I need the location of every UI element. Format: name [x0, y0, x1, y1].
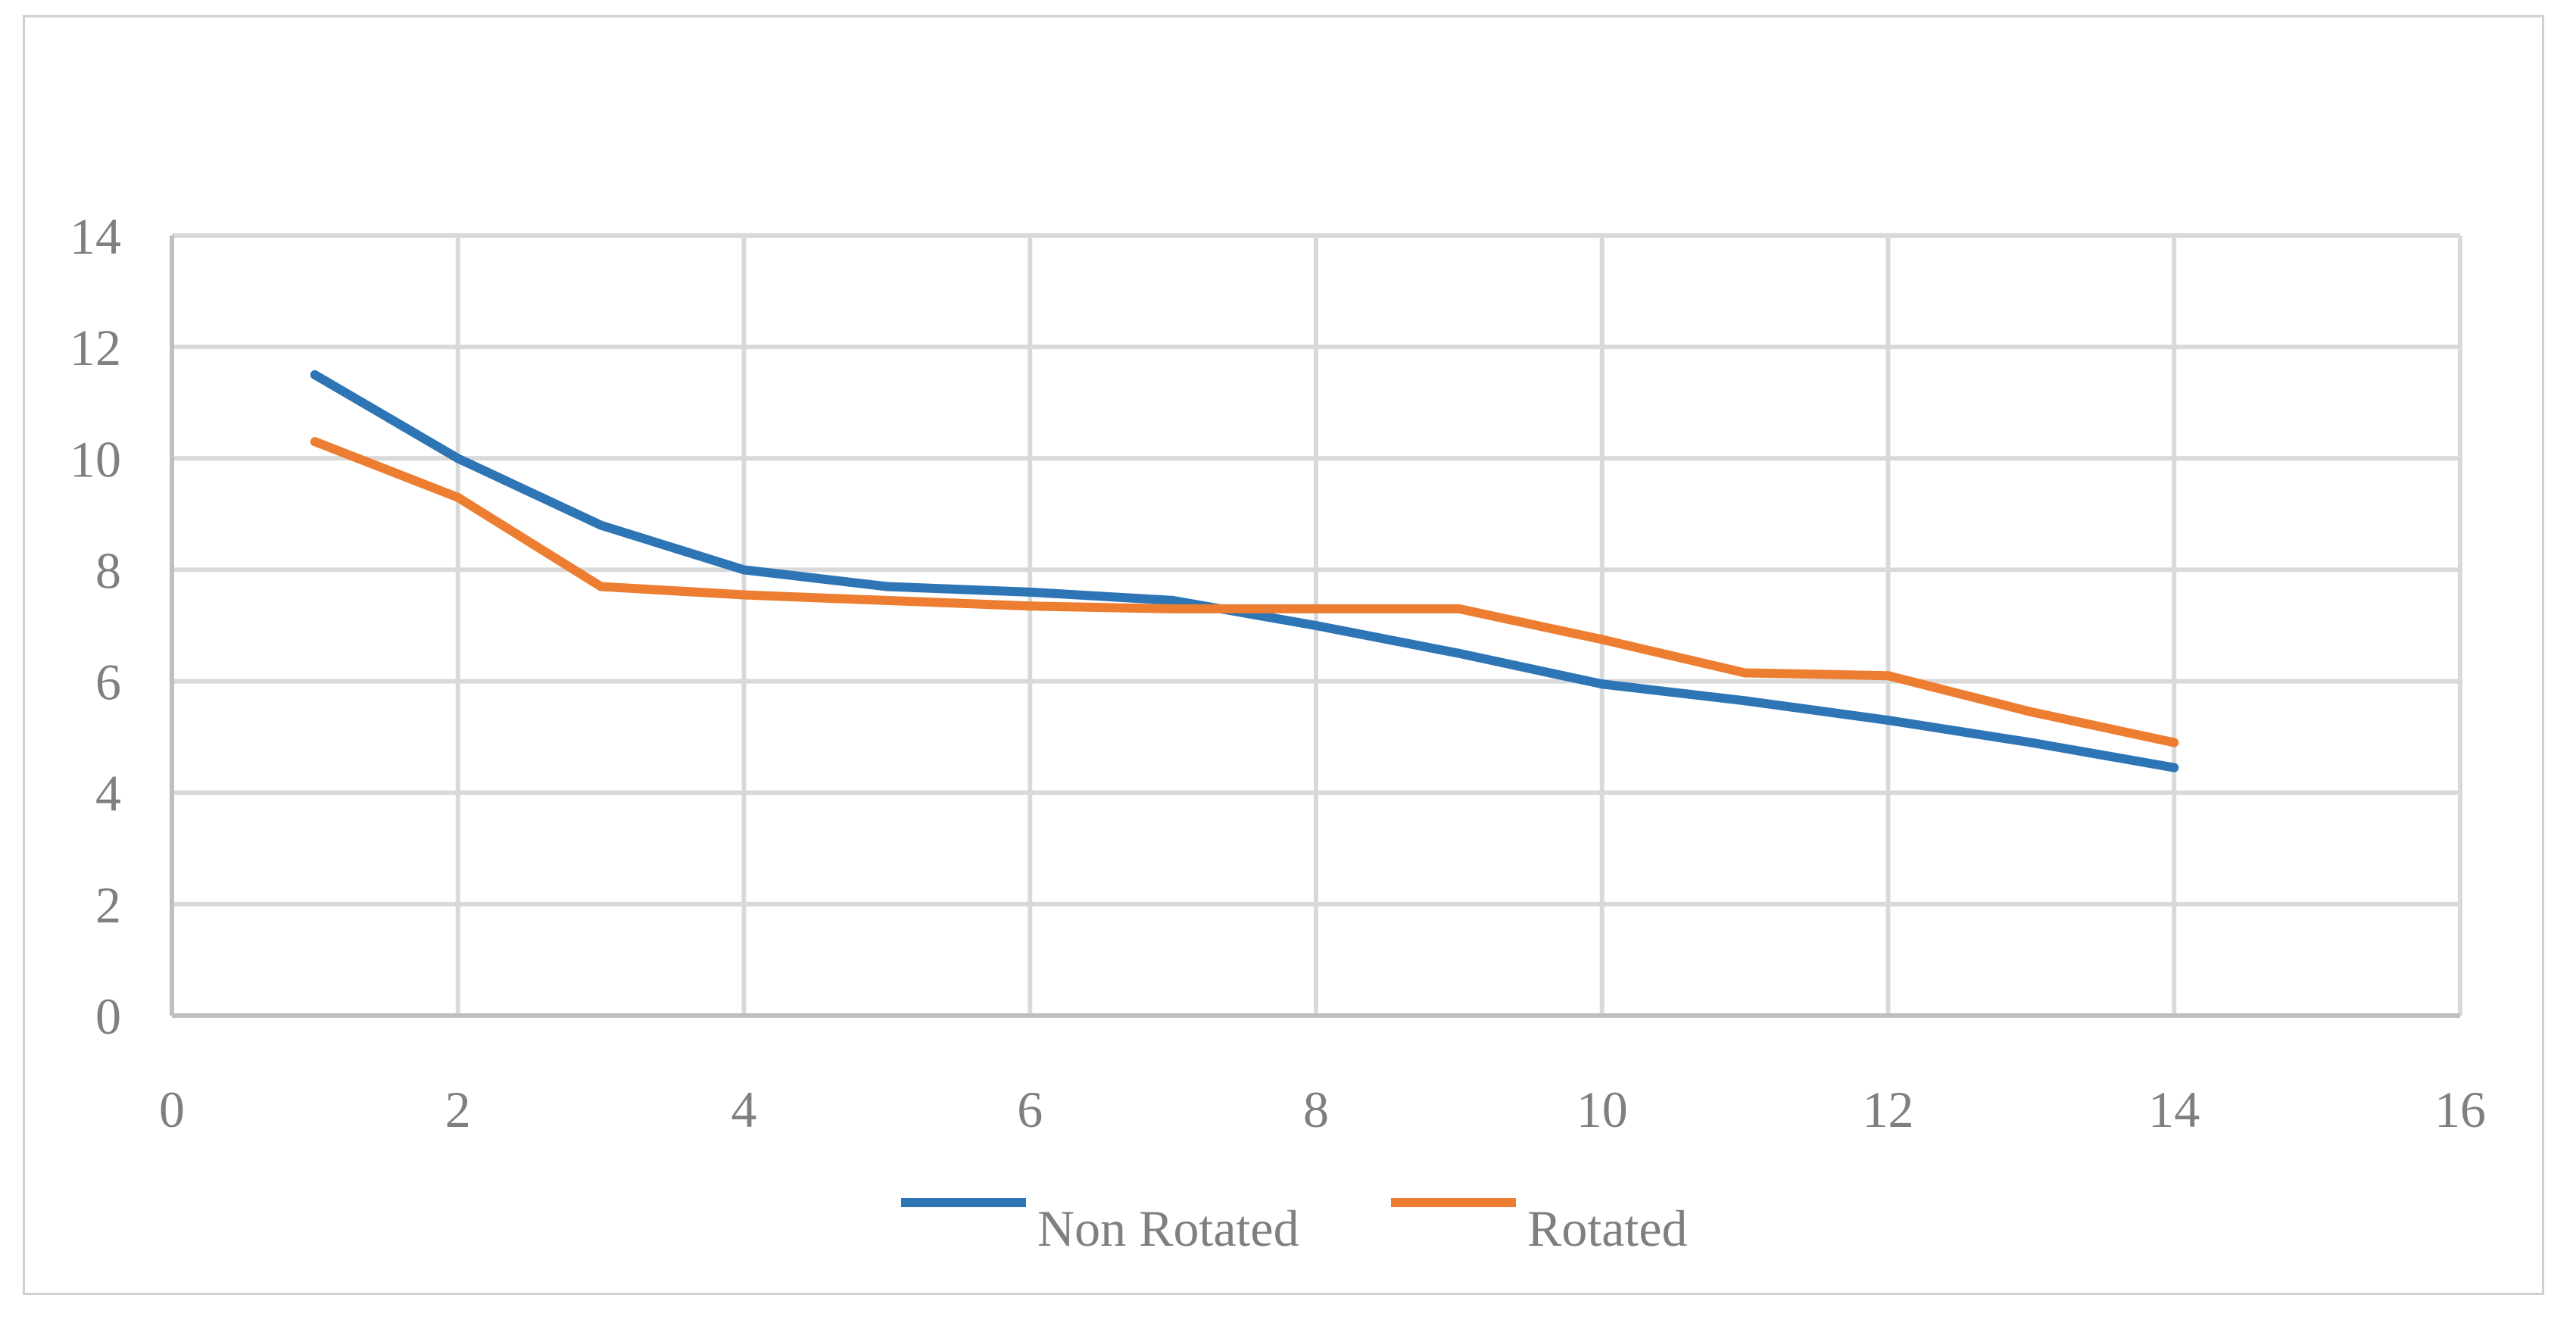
x-tick-label: 10 — [1576, 1081, 1628, 1138]
data-point-rotated — [2026, 707, 2036, 717]
legend: Non Rotated Rotated — [901, 1198, 1688, 1257]
data-point-rotated — [1025, 601, 1035, 611]
x-tick-label: 16 — [2434, 1081, 2486, 1138]
x-axis-ticks: 0 2 4 6 8 10 12 14 16 — [159, 1081, 2486, 1138]
series-lines — [310, 370, 2179, 772]
data-point-non-rotated — [739, 565, 749, 575]
y-tick-label: 0 — [95, 988, 121, 1045]
data-point-rotated — [310, 437, 320, 447]
data-point-rotated — [882, 595, 892, 605]
y-tick-label: 4 — [95, 765, 121, 822]
data-point-non-rotated — [1168, 595, 1178, 605]
series-line-rotated — [310, 437, 2179, 747]
data-point-non-rotated — [1025, 587, 1035, 597]
y-tick-label: 14 — [70, 208, 121, 265]
x-tick-label: 4 — [731, 1081, 757, 1138]
data-point-rotated — [1740, 668, 1750, 678]
legend-label-non-rotated: Non Rotated — [1037, 1200, 1299, 1257]
x-tick-label: 12 — [1863, 1081, 1914, 1138]
data-point-non-rotated — [1311, 621, 1321, 630]
data-point-rotated — [453, 492, 463, 502]
y-tick-label: 12 — [70, 319, 121, 376]
data-point-rotated — [1597, 635, 1607, 644]
data-point-rotated — [1168, 604, 1178, 613]
x-tick-label: 6 — [1017, 1081, 1043, 1138]
x-tick-label: 8 — [1303, 1081, 1329, 1138]
data-point-non-rotated — [596, 520, 606, 530]
data-point-non-rotated — [882, 582, 892, 591]
data-point-non-rotated — [2026, 738, 2036, 747]
axes — [170, 236, 2460, 1018]
y-axis-ticks: 0 2 4 6 8 10 12 14 — [70, 208, 121, 1045]
data-point-non-rotated — [453, 454, 463, 463]
data-point-non-rotated — [1740, 696, 1750, 706]
data-point-non-rotated — [2169, 763, 2179, 772]
chart-frame — [23, 15, 2544, 1295]
y-tick-label: 6 — [95, 654, 121, 711]
x-tick-label: 2 — [445, 1081, 471, 1138]
data-point-non-rotated — [1883, 716, 1893, 726]
legend-label-rotated: Rotated — [1527, 1200, 1688, 1257]
data-point-rotated — [1883, 671, 1893, 681]
data-point-rotated — [1311, 604, 1321, 613]
data-point-rotated — [596, 582, 606, 591]
data-point-rotated — [2169, 738, 2179, 747]
data-point-rotated — [739, 590, 749, 600]
x-tick-label: 0 — [159, 1081, 185, 1138]
y-tick-label: 10 — [70, 430, 121, 488]
x-tick-label: 14 — [2148, 1081, 2200, 1138]
y-tick-label: 8 — [95, 541, 121, 599]
data-point-rotated — [1454, 604, 1464, 613]
data-point-non-rotated — [310, 370, 320, 379]
y-tick-label: 2 — [95, 876, 121, 934]
grid — [172, 233, 2462, 1016]
data-point-non-rotated — [1597, 679, 1607, 689]
data-point-non-rotated — [1454, 648, 1464, 658]
